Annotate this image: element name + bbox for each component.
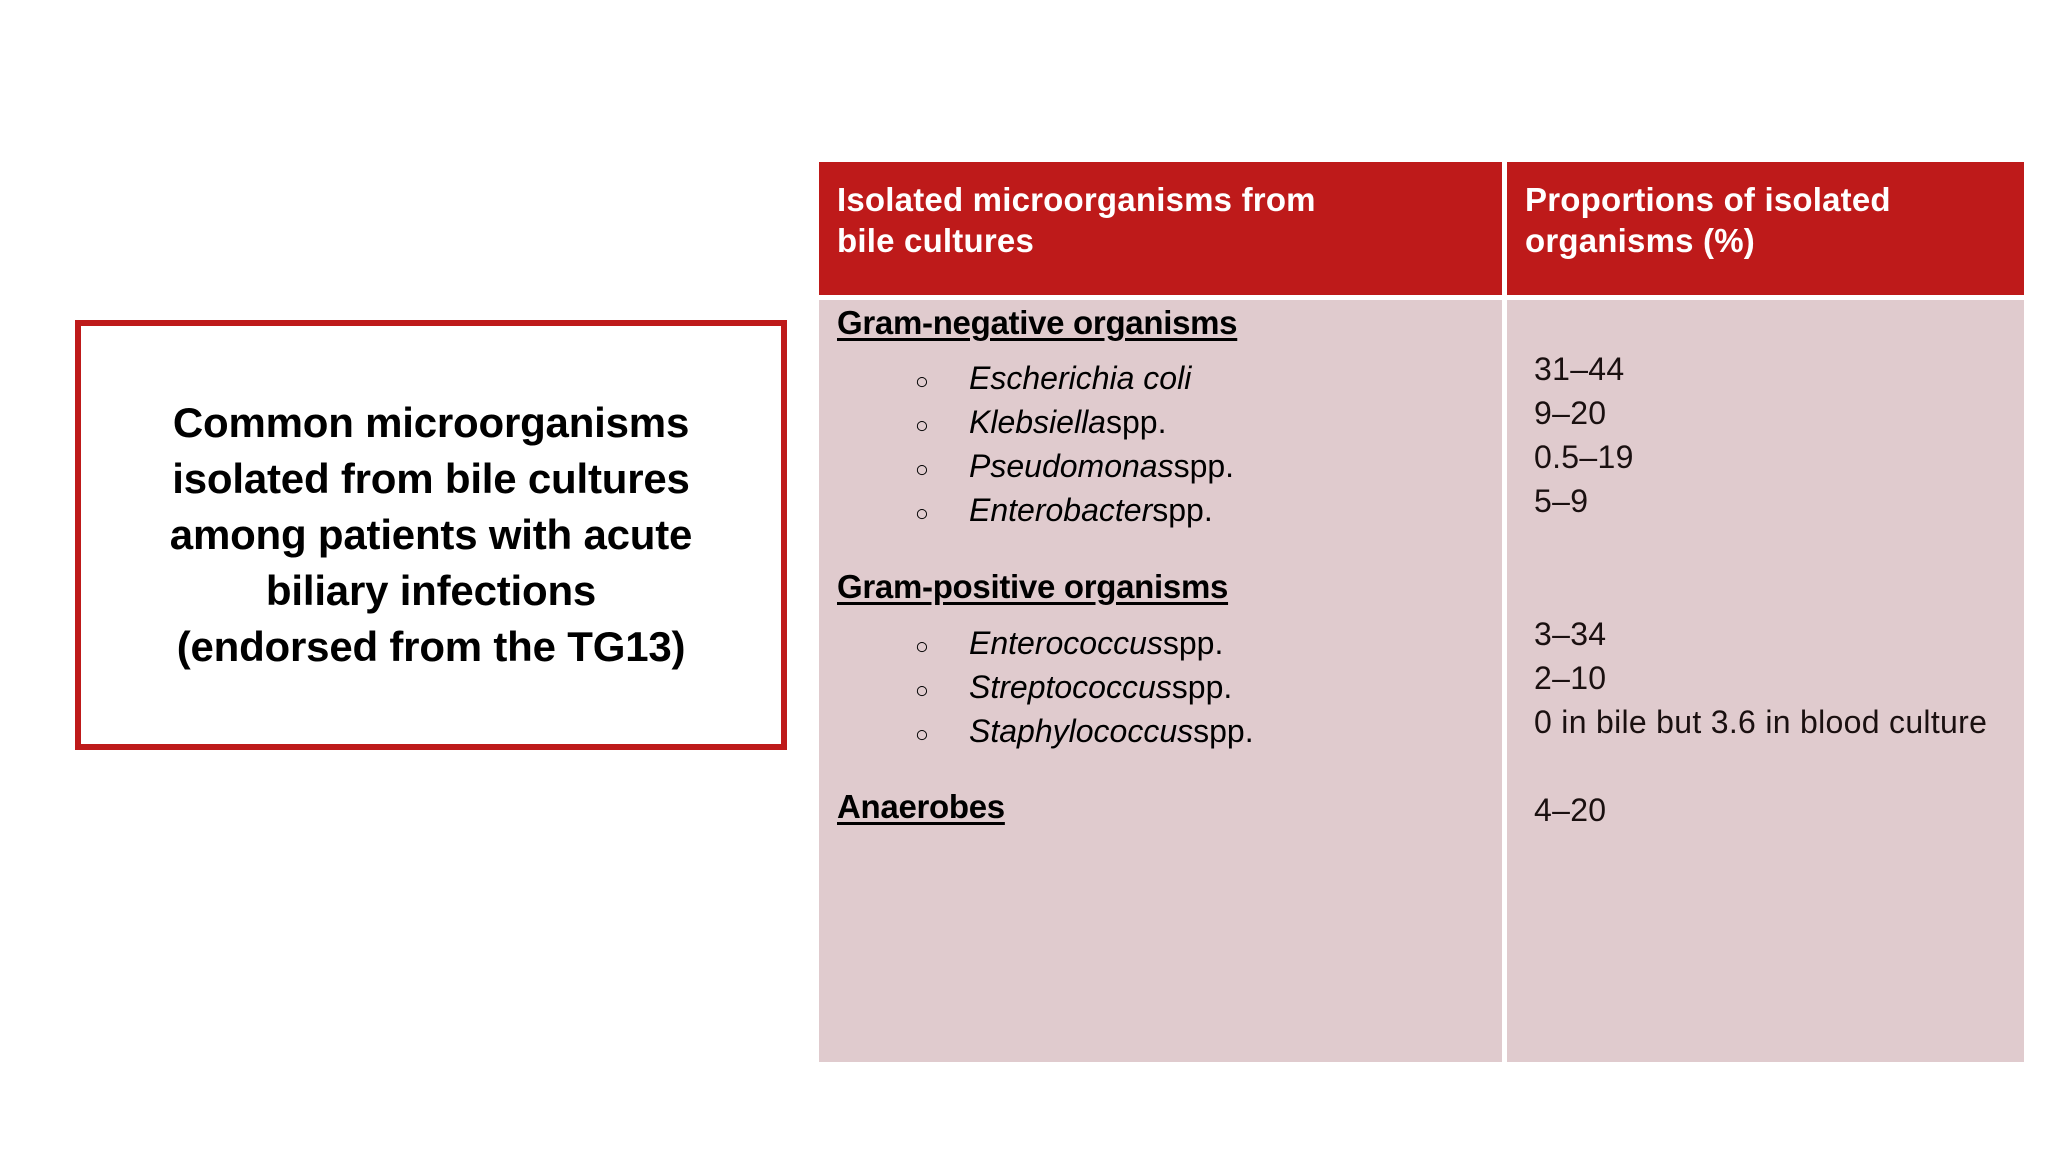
table-body: Gram-negative organisms ○ Escherichia co…: [819, 300, 2024, 1062]
organism-genus: Pseudomonas: [969, 448, 1174, 484]
proportion-value: 2–10: [1534, 660, 1607, 696]
header-column-divider: [1502, 162, 1507, 295]
organism-genus: Enterococcus: [969, 625, 1163, 661]
circle-bullet-icon: ○: [915, 721, 929, 747]
table-body-column-proportions: 31–44 9–20 0.5–19 5–9 3–34 2–10 0 in bil…: [1507, 300, 2024, 1062]
organism-genus: Klebsiella: [969, 404, 1106, 440]
proportion-value: 0.5–19: [1534, 439, 1634, 475]
circle-bullet-icon: ○: [915, 677, 929, 703]
organism-genus: Streptococcus: [969, 669, 1172, 705]
organism-suffix: spp.: [1171, 669, 1233, 705]
circle-bullet-icon: ○: [915, 412, 929, 438]
group-heading-anaerobes: Anaerobes: [837, 788, 1005, 825]
organism-suffix: spp.: [1162, 625, 1224, 661]
organism-genus: Enterobacter: [969, 492, 1153, 528]
organism-suffix: spp.: [1105, 404, 1167, 440]
list-item: ○ Staphylococcus spp.: [915, 713, 1254, 750]
circle-bullet-icon: ○: [915, 633, 929, 659]
proportion-value: 31–44: [1534, 351, 1625, 387]
organism-suffix: spp.: [1173, 448, 1235, 484]
list-item: ○ Enterococcus spp.: [915, 625, 1223, 662]
group-heading-gram-positive: Gram-positive organisms: [837, 568, 1229, 605]
caption-title-text: Common microorganisms isolated from bile…: [169, 399, 693, 670]
circle-bullet-icon: ○: [915, 456, 929, 482]
table-body-column-organisms: Gram-negative organisms ○ Escherichia co…: [819, 300, 1502, 1062]
list-item: ○ Streptococcus spp.: [915, 669, 1232, 706]
proportion-value: 9–20: [1534, 395, 1607, 431]
organism-suffix: spp.: [1193, 713, 1254, 749]
list-item: ○ Enterobacter spp.: [915, 492, 1213, 529]
proportion-value: 5–9: [1534, 483, 1589, 519]
list-item: ○ Pseudomonas spp.: [915, 448, 1234, 485]
proportion-value: 4–20: [1534, 792, 1607, 828]
group-heading-gram-negative: Gram-negative organisms: [837, 304, 1238, 341]
body-column-divider: [1502, 300, 1507, 1062]
table-header-cell-organisms: Isolated microorganisms from bile cultur…: [819, 162, 1502, 295]
circle-bullet-icon: ○: [915, 500, 929, 526]
table-header-label-organisms: Isolated microorganisms from bile cultur…: [837, 181, 1316, 260]
microorganisms-table: Isolated microorganisms from bile cultur…: [819, 162, 2024, 1062]
table-header-label-proportions: Proportions of isolated organisms (%): [1525, 181, 1891, 260]
organism-genus: Escherichia coli: [969, 360, 1192, 396]
list-item: ○ Klebsiella spp.: [915, 404, 1166, 441]
caption-box: Common microorganisms isolated from bile…: [75, 320, 787, 750]
organism-genus: Staphylococcus: [969, 713, 1194, 749]
circle-bullet-icon: ○: [915, 368, 929, 394]
table-header-cell-proportions: Proportions of isolated organisms (%): [1507, 162, 2024, 295]
proportion-value: 3–34: [1534, 616, 1607, 652]
organism-suffix: spp.: [1152, 492, 1213, 528]
table-header-row: Isolated microorganisms from bile cultur…: [819, 162, 2024, 295]
proportion-value: 0 in bile but 3.6 in blood culture: [1534, 704, 1988, 740]
list-item: ○ Escherichia coli: [915, 360, 1191, 397]
